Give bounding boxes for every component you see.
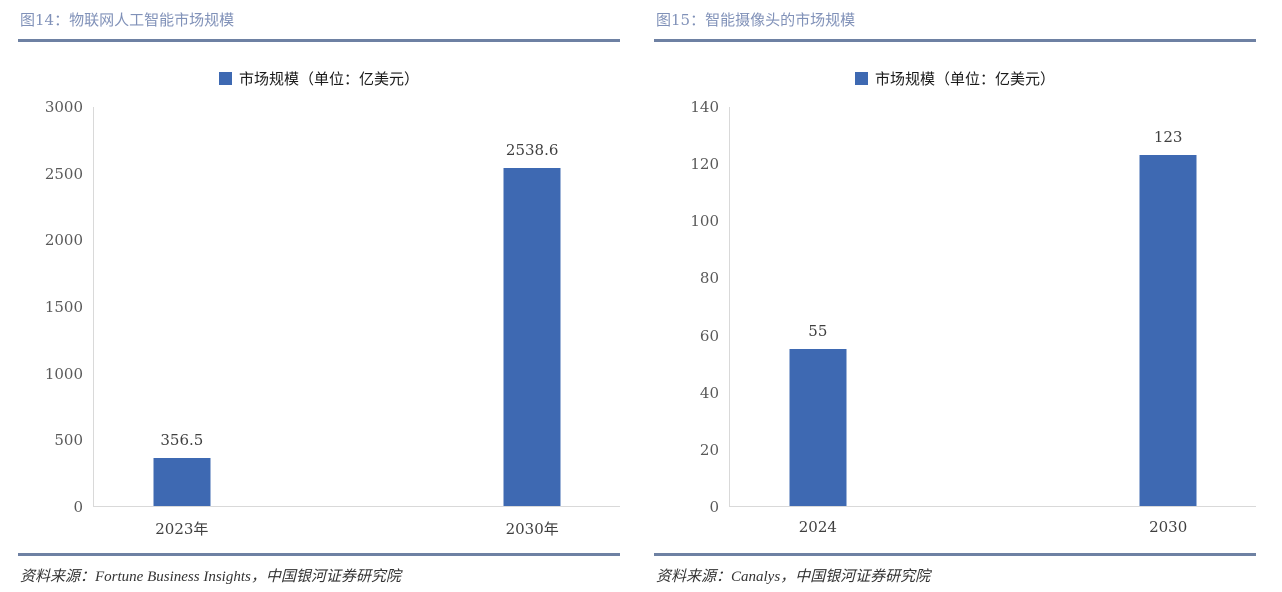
legend-label: 市场规模（单位：亿美元） [238, 69, 419, 88]
bar-chart-iot-ai-market: 市场规模（单位：亿美元） 0 500 1000 1500 2000 2500 3000 35… [18, 42, 620, 538]
y-axis-tick-label: 3000 [44, 98, 83, 116]
y-axis-tick-label: 100 [690, 212, 719, 231]
plot-row: 0 20 40 60 80 100 120 140 55 2024 123 2030 [654, 98, 1256, 536]
source-divider-line [654, 553, 1256, 556]
title-divider-line [18, 39, 620, 42]
figure-14-panel: 图14：物联网人工智能市场规模 市场规模（单位：亿美元） 0 500 1000 150… [18, 8, 620, 592]
y-axis-tick-label: 0 [709, 498, 719, 516]
bar-chart-smart-camera-market: 市场规模（单位：亿美元） 0 20 40 60 80 100 120 140 55 2024 12… [654, 42, 1256, 536]
y-axis-tick-label: 0 [73, 498, 83, 516]
x-axis-category-label: 2030年 [505, 520, 559, 538]
x-axis-category-label: 2023年 [155, 520, 209, 538]
bar [789, 349, 847, 506]
y-axis-tick-label: 20 [699, 440, 719, 459]
y-axis-tick-label: 120 [690, 155, 719, 174]
x-axis-category-label: 2024 [798, 518, 837, 536]
y-axis-labels: 0 20 40 60 80 100 120 140 [654, 98, 729, 516]
chart-legend: 市场规模（单位：亿美元） [654, 68, 1256, 88]
bar-value-label: 123 [1153, 128, 1183, 146]
figure-title: 图15：智能摄像头的市场规模 [656, 11, 856, 29]
bar-value-label: 2538.6 [505, 141, 559, 159]
bar-value-label: 55 [808, 322, 828, 340]
plot-row: 0 500 1000 1500 2000 2500 3000 356.5 2023年 2538.… [18, 98, 620, 538]
bar [503, 168, 561, 506]
x-axis-category-label: 2030 [1149, 518, 1188, 536]
bar [153, 458, 211, 506]
y-axis-tick-label: 40 [699, 383, 719, 402]
source-note: 资料来源：Fortune Business Insights，中国银河证券研究院 [20, 569, 401, 585]
bar [1139, 155, 1197, 506]
y-axis-tick-label: 2500 [44, 164, 83, 183]
legend-color-swatch [218, 71, 232, 85]
source-note: 资料来源：Canalys，中国银河证券研究院 [656, 569, 931, 585]
chart-legend: 市场规模（单位：亿美元） [18, 68, 620, 88]
plot-area: 356.5 2023年 2538.6 2030年 [93, 107, 620, 538]
y-axis-tick-label: 140 [690, 98, 719, 116]
bar-value-label: 356.5 [160, 431, 204, 449]
y-axis-tick-label: 2000 [44, 231, 83, 250]
source-divider-line [18, 553, 620, 556]
title-divider-line [654, 39, 1256, 42]
y-axis-tick-label: 1000 [44, 364, 83, 383]
y-axis-tick-label: 1500 [44, 298, 83, 316]
figure-title: 图14：物联网人工智能市场规模 [20, 11, 235, 29]
y-axis-tick-label: 500 [54, 431, 83, 450]
y-axis-tick-label: 60 [699, 326, 719, 345]
y-axis-labels: 0 500 1000 1500 2000 2500 3000 [18, 98, 93, 516]
y-axis-tick-label: 80 [699, 269, 719, 288]
legend-label: 市场规模（单位：亿美元） [874, 69, 1055, 88]
plot-area: 55 2024 123 2030 [729, 107, 1256, 536]
legend-color-swatch [854, 71, 868, 85]
figure-15-panel: 图15：智能摄像头的市场规模 市场规模（单位：亿美元） 0 20 40 60 80 100… [654, 8, 1256, 592]
